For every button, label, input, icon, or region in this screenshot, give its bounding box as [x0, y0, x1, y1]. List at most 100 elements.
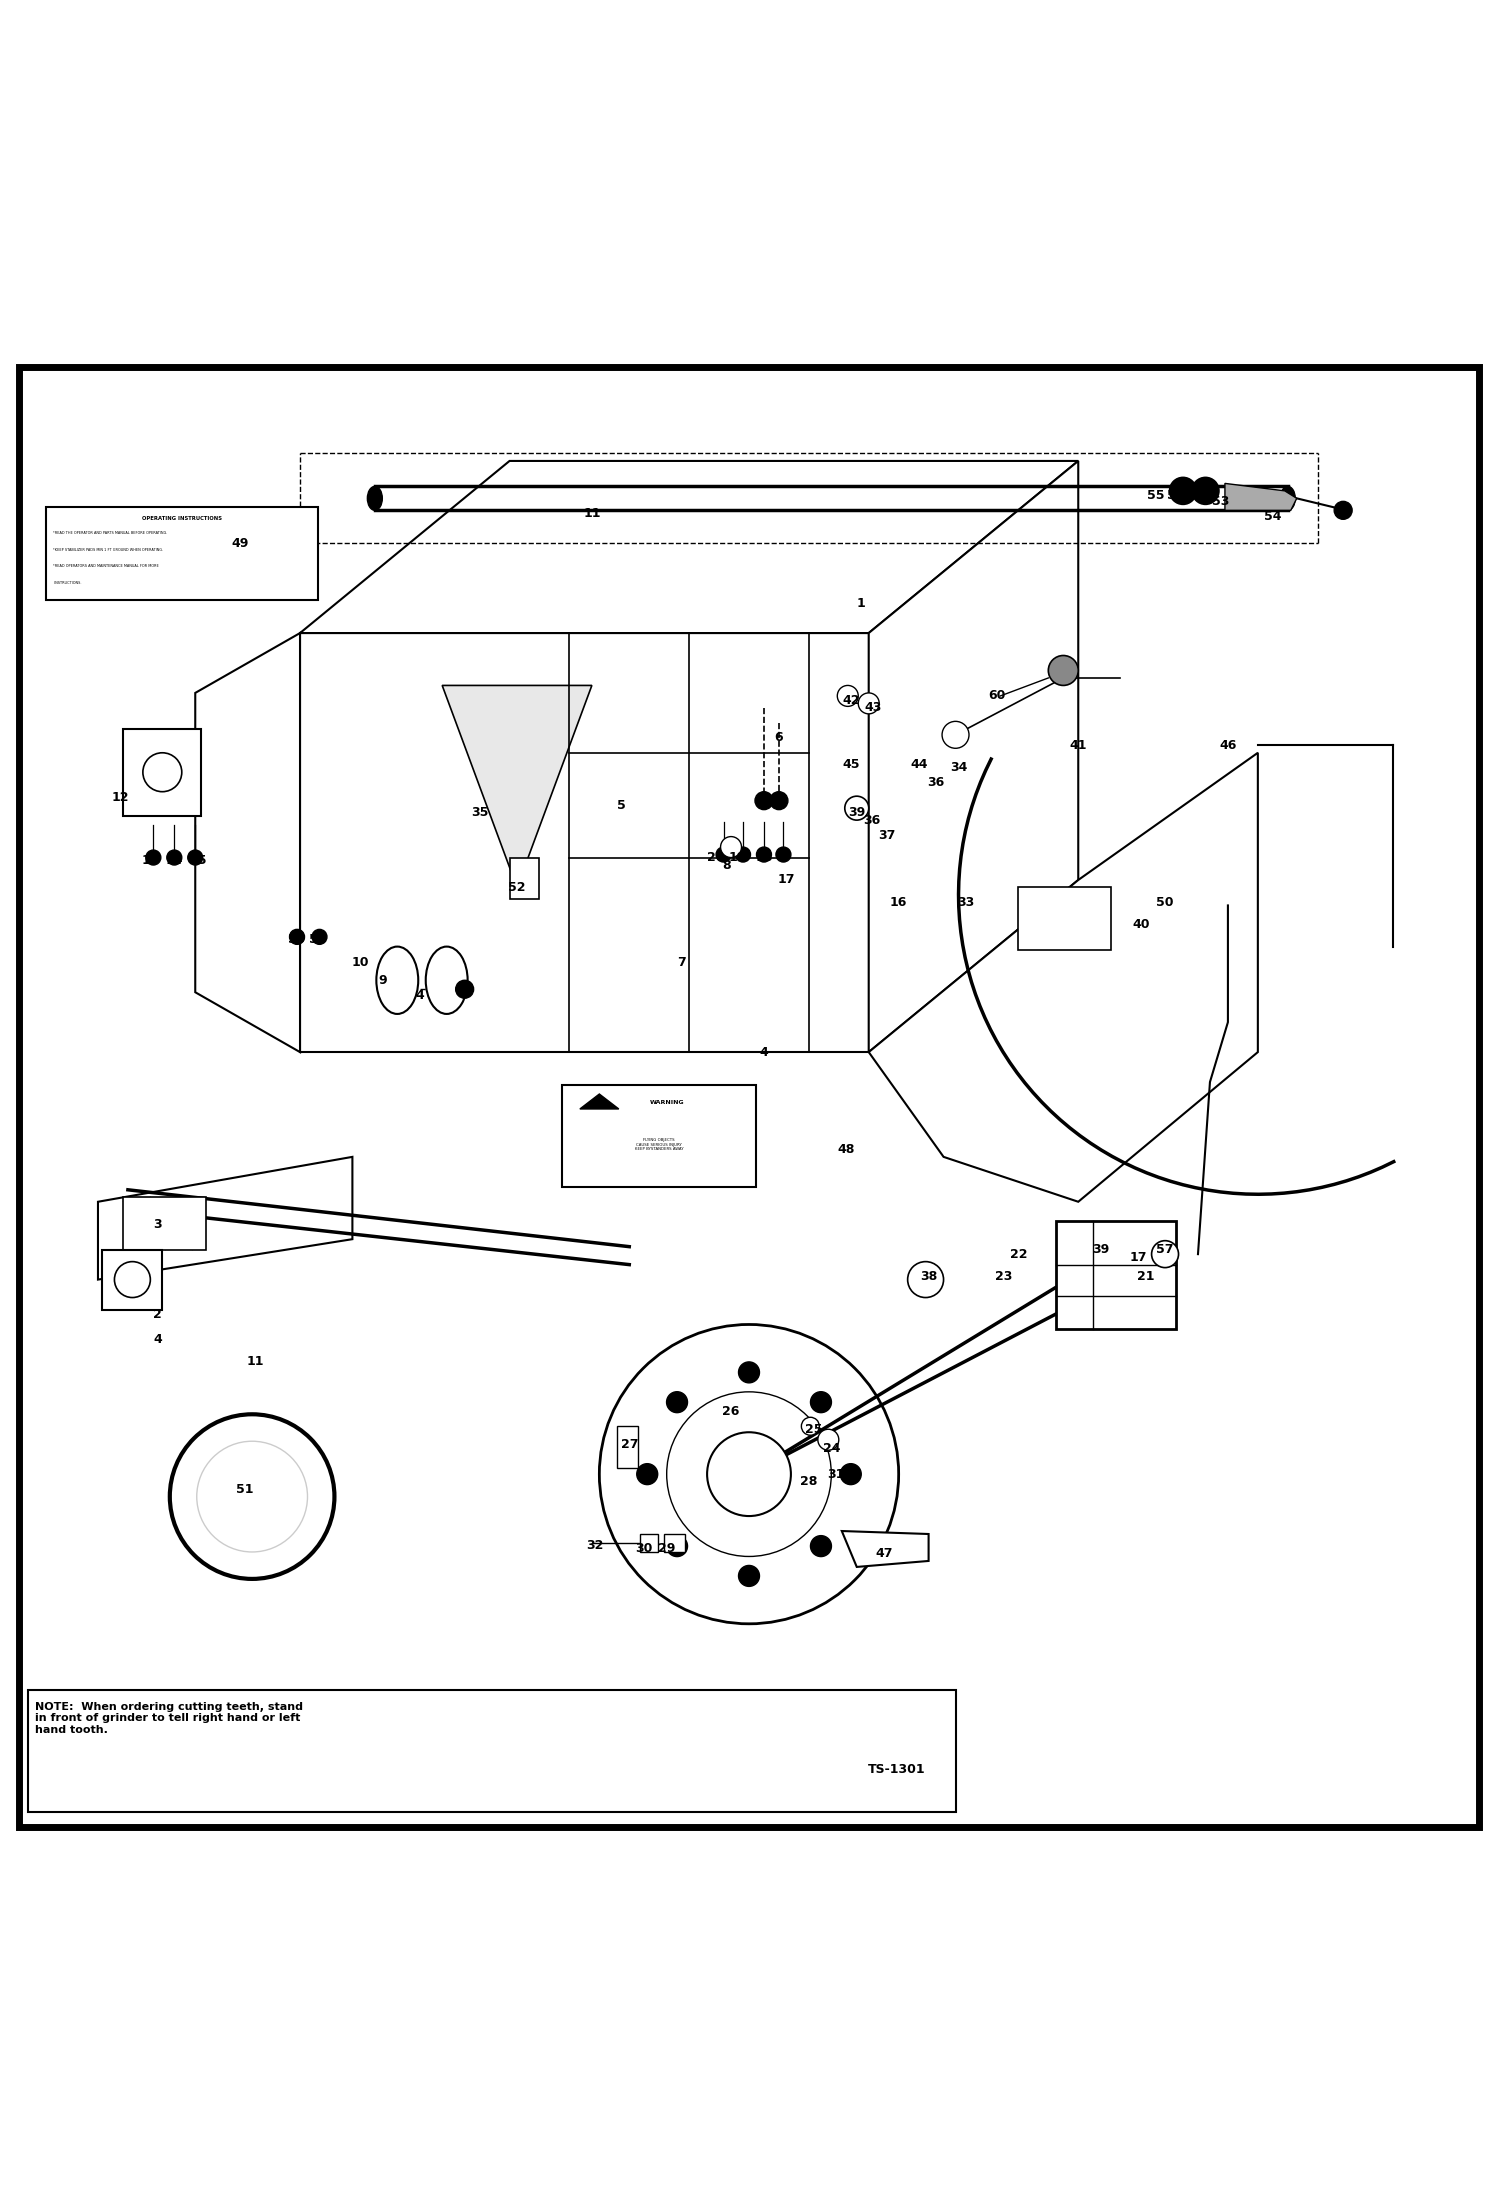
Text: 31: 31 [827, 1468, 845, 1481]
Circle shape [1335, 502, 1353, 520]
Polygon shape [580, 1095, 619, 1108]
Text: 30: 30 [635, 1542, 653, 1556]
Text: 47: 47 [875, 1547, 893, 1560]
Text: 10: 10 [351, 957, 369, 970]
Bar [123, 728, 201, 816]
Text: 11: 11 [583, 507, 601, 520]
Bar [300, 634, 869, 1053]
Text: NOTE:  When ordering cutting teeth, stand
in front of grinder to tell right hand: NOTE: When ordering cutting teeth, stand… [34, 1703, 303, 1735]
Text: 56: 56 [1167, 489, 1185, 502]
Circle shape [818, 1428, 839, 1450]
Text: 2: 2 [153, 1308, 162, 1321]
Circle shape [942, 722, 969, 748]
Text: 58: 58 [309, 932, 327, 946]
Text: 34: 34 [950, 761, 968, 774]
Bar [102, 1251, 162, 1310]
Circle shape [810, 1536, 831, 1556]
Text: 39: 39 [1092, 1244, 1110, 1257]
Circle shape [145, 849, 160, 864]
Circle shape [599, 1325, 899, 1624]
Text: 40: 40 [1132, 919, 1150, 932]
Text: *KEEP STABILIZER PADS MIN 1 FT GROUND WHEN OPERATING.: *KEEP STABILIZER PADS MIN 1 FT GROUND WH… [52, 548, 163, 551]
Text: 9: 9 [377, 974, 386, 987]
Bar [664, 1534, 685, 1551]
Text: 19: 19 [728, 851, 746, 864]
Text: WARNING: WARNING [649, 1101, 685, 1106]
Bar [1056, 1222, 1176, 1330]
Circle shape [810, 1391, 831, 1413]
Text: 50: 50 [1156, 895, 1174, 908]
Text: 26: 26 [722, 1404, 740, 1417]
Circle shape [739, 1362, 759, 1382]
Circle shape [166, 849, 181, 864]
Text: 36: 36 [863, 814, 881, 827]
Text: 3: 3 [153, 1218, 162, 1231]
Circle shape [169, 1415, 334, 1580]
Ellipse shape [1281, 487, 1296, 511]
Text: 39: 39 [848, 805, 866, 818]
Bar [45, 507, 318, 601]
Text: 5: 5 [617, 799, 626, 812]
Text: 11: 11 [246, 1356, 264, 1369]
Circle shape [755, 792, 773, 810]
Circle shape [455, 981, 473, 998]
Circle shape [1170, 478, 1197, 505]
Bar [562, 1086, 756, 1187]
Ellipse shape [376, 946, 418, 1014]
Text: 60: 60 [989, 689, 1007, 702]
Polygon shape [195, 634, 300, 1053]
Text: 7: 7 [677, 957, 686, 970]
Text: 4: 4 [759, 1047, 768, 1058]
Text: 28: 28 [800, 1474, 818, 1488]
Circle shape [736, 847, 750, 862]
Circle shape [801, 1417, 819, 1435]
Polygon shape [442, 685, 592, 889]
Circle shape [770, 792, 788, 810]
Circle shape [637, 1463, 658, 1485]
Text: 16: 16 [890, 895, 908, 908]
Text: 49: 49 [232, 538, 249, 551]
Text: 29: 29 [658, 1542, 676, 1556]
Circle shape [840, 1463, 861, 1485]
Text: 8: 8 [722, 858, 731, 871]
Text: 6: 6 [774, 731, 783, 744]
Text: 14: 14 [166, 853, 183, 867]
Text: 4: 4 [153, 1334, 162, 1345]
Text: *READ THE OPERATOR AND PARTS MANUAL BEFORE OPERATING.: *READ THE OPERATOR AND PARTS MANUAL BEFO… [52, 531, 168, 535]
Text: 44: 44 [911, 759, 929, 772]
Text: 25: 25 [804, 1422, 822, 1435]
Circle shape [837, 685, 858, 706]
Bar [509, 858, 539, 900]
Text: 59: 59 [288, 932, 306, 946]
Circle shape [707, 1433, 791, 1516]
Text: 36: 36 [927, 777, 945, 790]
Text: FLYING OBJECTS
CAUSE SERIOUS INJURY
KEEP BYSTANDERS AWAY: FLYING OBJECTS CAUSE SERIOUS INJURY KEEP… [635, 1139, 683, 1152]
Bar [1019, 889, 1112, 950]
Text: 1: 1 [857, 597, 866, 610]
Circle shape [187, 849, 202, 864]
Circle shape [739, 1567, 759, 1586]
Polygon shape [842, 1531, 929, 1567]
Circle shape [776, 847, 791, 862]
Text: TS-1301: TS-1301 [867, 1764, 926, 1775]
Circle shape [716, 847, 731, 862]
Circle shape [721, 836, 742, 858]
Polygon shape [300, 461, 1079, 634]
Text: 54: 54 [1264, 509, 1282, 522]
Circle shape [312, 930, 327, 943]
Text: 27: 27 [620, 1437, 638, 1450]
Circle shape [845, 796, 869, 821]
Text: 20: 20 [707, 851, 725, 864]
Text: 45: 45 [842, 759, 860, 772]
Text: 17: 17 [1129, 1251, 1147, 1264]
Circle shape [1049, 656, 1079, 685]
Text: 33: 33 [957, 895, 975, 908]
Ellipse shape [425, 946, 467, 1014]
Circle shape [667, 1536, 688, 1556]
Bar [617, 1426, 638, 1468]
Text: *READ OPERATORS AND MAINTENANCE MANUAL FOR MORE: *READ OPERATORS AND MAINTENANCE MANUAL F… [52, 564, 159, 568]
Text: 53: 53 [1212, 496, 1230, 507]
Polygon shape [869, 461, 1079, 1053]
Text: 21: 21 [1137, 1270, 1155, 1283]
Circle shape [196, 1441, 307, 1551]
